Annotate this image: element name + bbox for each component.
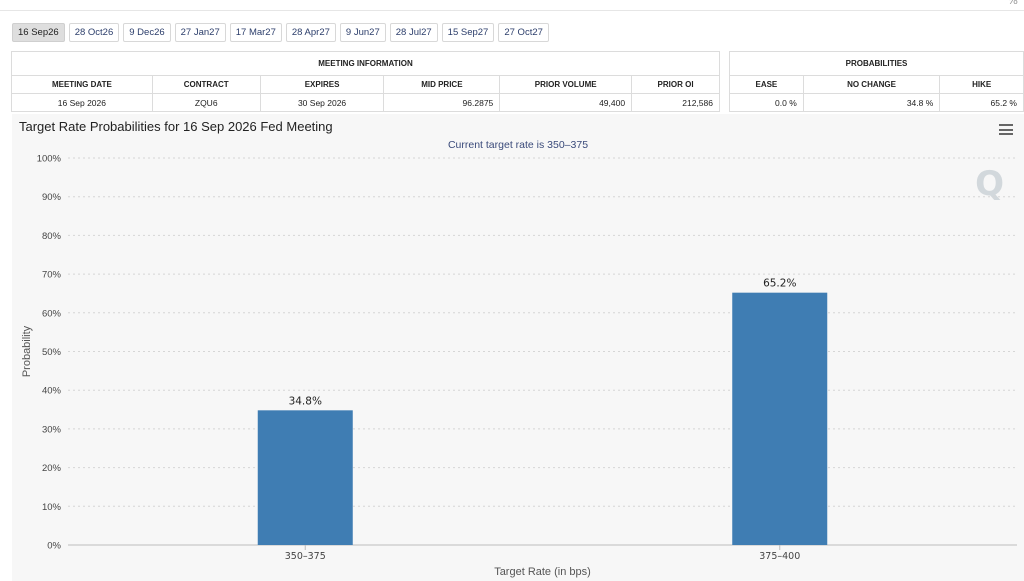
tab-meeting[interactable]: 9 Dec26: [123, 23, 171, 42]
tab-meeting[interactable]: 28 Apr27: [285, 23, 336, 42]
x-tick-label: 375–400: [759, 551, 800, 562]
tab-meeting[interactable]: 17 Mar27: [229, 23, 282, 42]
probabilities-table: PROBABILITIES EASE NO CHANGE HIKE 0.0 % …: [729, 51, 1024, 112]
meeting-info-title: MEETING INFORMATION: [11, 51, 720, 76]
hike-cell: 65.2 %: [939, 93, 1024, 112]
column-header: HIKE: [939, 75, 1024, 94]
probabilities-title: PROBABILITIES: [729, 51, 1024, 76]
y-tick-label: 30%: [42, 424, 62, 435]
column-header: EASE: [729, 75, 804, 94]
watermark-logo: Q: [975, 164, 1004, 204]
y-tick-label: 50%: [42, 347, 62, 358]
tab-meeting[interactable]: 27 Jan27: [174, 23, 226, 42]
y-tick-label: 40%: [42, 386, 62, 397]
tab-meeting[interactable]: 16 Sep26: [12, 23, 65, 42]
chart-panel: Target Rate Probabilities for 16 Sep 202…: [12, 114, 1024, 581]
top-divider: [0, 0, 1024, 11]
meeting-tabs: 16 Sep26 28 Oct26 9 Dec26 27 Jan27 17 Ma…: [12, 23, 549, 42]
prior-oi-cell: 212,586: [631, 93, 720, 112]
bar-chart: 0% 10% 20% 30% 40% 50% 60% 70% 80% 90% 100% 34.8% 35…: [21, 154, 1017, 578]
y-tick-label: 100%: [37, 154, 62, 165]
y-tick-label: 90%: [42, 192, 62, 203]
contract-cell: ZQU6: [151, 93, 261, 112]
y-axis-title: Probability: [21, 325, 33, 377]
chart-title: Target Rate Probabilities for 16 Sep 202…: [19, 119, 333, 134]
meeting-info-table: MEETING INFORMATION MEETING DATE CONTRAC…: [11, 51, 720, 112]
bar: [732, 292, 828, 545]
mid-price-cell: 96.2875: [383, 93, 501, 112]
bar: [257, 410, 353, 545]
tab-meeting[interactable]: 15 Sep27: [441, 23, 495, 42]
column-header: CONTRACT: [151, 75, 261, 94]
column-header: PRIOR VOLUME: [499, 75, 633, 94]
table-row: 16 Sep 2026 ZQU6 30 Sep 2026 96.2875 49,…: [11, 93, 720, 112]
tab-meeting[interactable]: 28 Jul27: [389, 23, 438, 42]
column-header: NO CHANGE: [802, 75, 941, 94]
y-tick-label: 70%: [42, 270, 62, 281]
y-tick-label: 80%: [42, 231, 62, 242]
column-header: PRIOR OI: [631, 75, 720, 94]
tab-meeting[interactable]: 9 Jun27: [339, 23, 386, 42]
column-header: MID PRICE: [383, 75, 501, 94]
expires-cell: 30 Sep 2026: [259, 93, 385, 112]
corner-icon: %: [1007, 0, 1018, 7]
x-axis-title: Target Rate (in bps): [494, 566, 591, 578]
tab-meeting[interactable]: 28 Oct26: [68, 23, 120, 42]
tab-meeting[interactable]: 27 Oct27: [498, 23, 549, 42]
table-row: 0.0 % 34.8 % 65.2 %: [729, 93, 1024, 112]
y-tick-label: 20%: [42, 463, 62, 474]
prior-volume-cell: 49,400: [499, 93, 633, 112]
ease-cell: 0.0 %: [729, 93, 804, 112]
y-tick-label: 10%: [42, 502, 62, 513]
no-change-cell: 34.8 %: [802, 93, 941, 112]
column-header: MEETING DATE: [11, 75, 153, 94]
y-tick-label: 0%: [47, 541, 61, 552]
hamburger-menu-icon[interactable]: [999, 124, 1013, 135]
meeting-date-cell: 16 Sep 2026: [11, 93, 153, 112]
y-tick-label: 60%: [42, 308, 62, 319]
column-header: EXPIRES: [259, 75, 385, 94]
chart-subtitle: Current target rate is 350–375: [447, 139, 589, 151]
x-tick-label: 350–375: [285, 551, 326, 562]
data-label: 65.2%: [763, 278, 796, 290]
data-label: 34.8%: [289, 395, 322, 407]
